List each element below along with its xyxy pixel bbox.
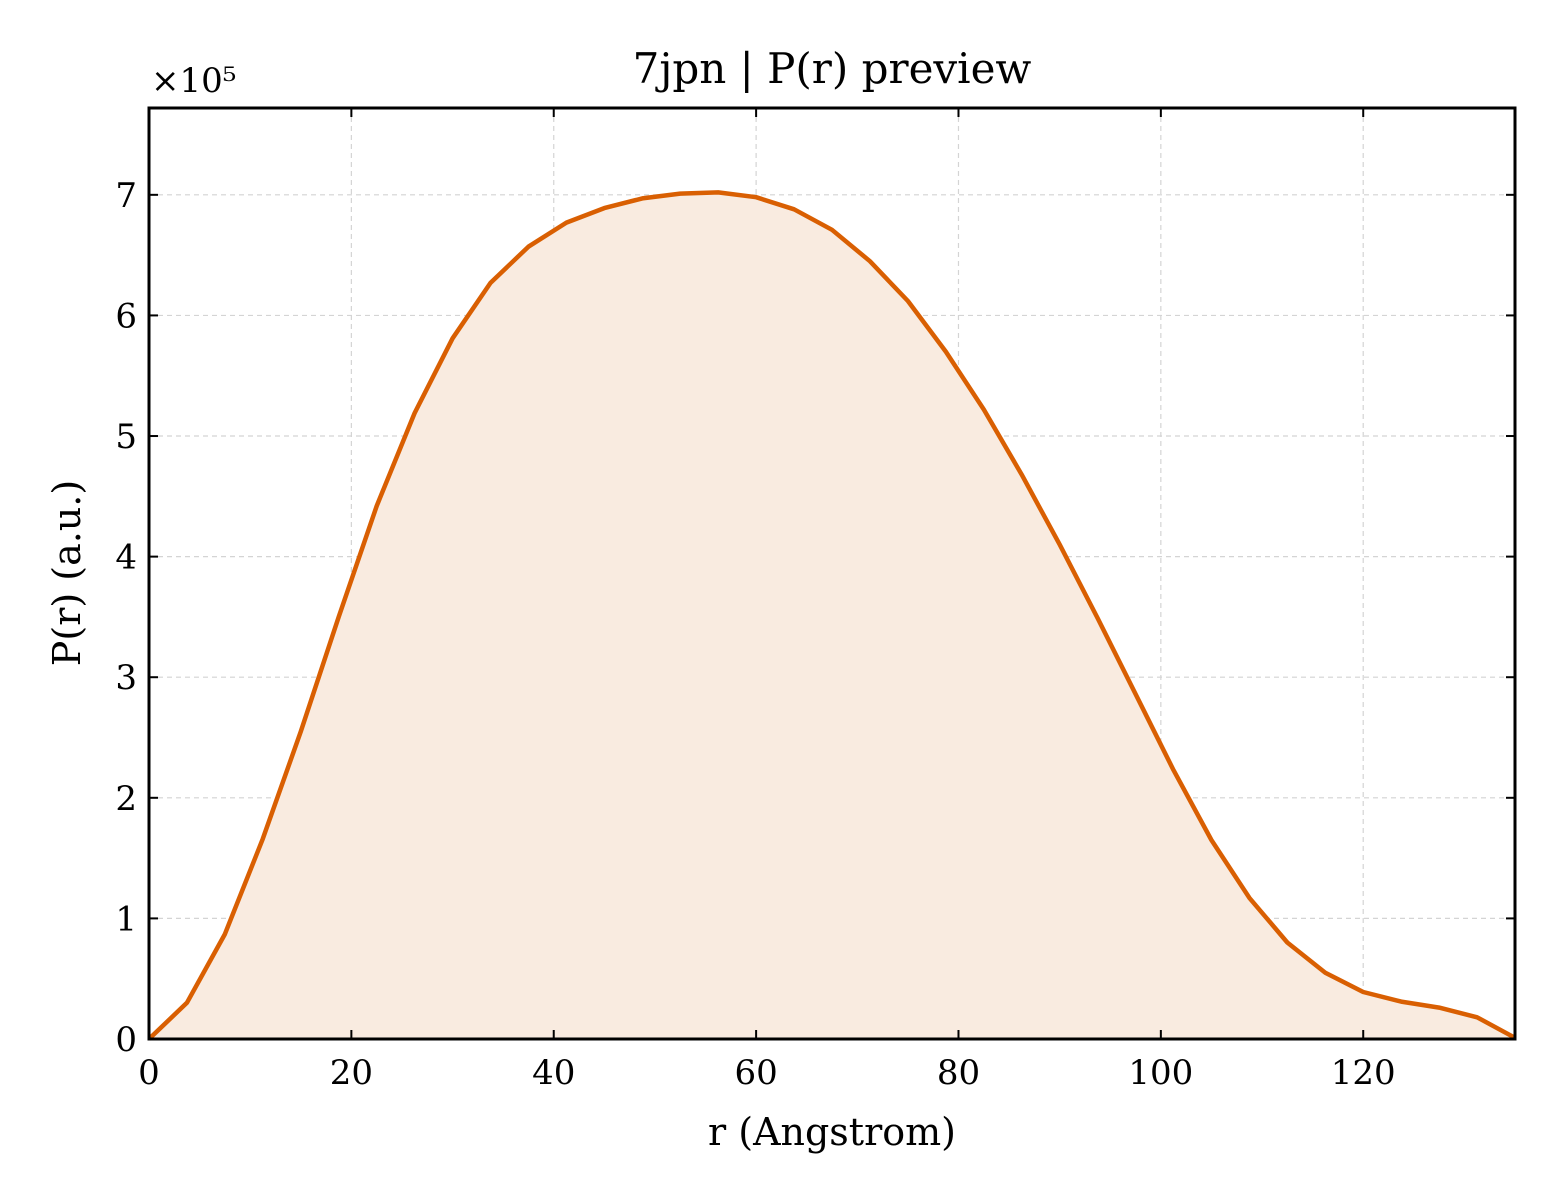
pr-series-line — [147, 190, 1517, 1041]
y-tick-label: 2 — [115, 779, 137, 819]
y-tick-label: 1 — [115, 899, 137, 939]
chart-title: 7jpn | P(r) preview — [633, 44, 1032, 93]
y-tick-label: 6 — [115, 296, 137, 336]
axis-ticks — [148, 108, 1515, 1040]
y-tick-label: 5 — [115, 417, 137, 457]
y-tick-label: 4 — [115, 538, 137, 578]
y-axis-multiplier: ×10⁵ — [151, 61, 236, 101]
pr-area-fill — [149, 192, 1515, 1039]
x-tick-label: 100 — [1128, 1053, 1193, 1093]
y-tick-label: 0 — [115, 1020, 137, 1060]
x-tick-label: 0 — [138, 1053, 160, 1093]
y-tick-label: 3 — [115, 658, 137, 698]
x-axis-label: r (Angstrom) — [708, 1110, 956, 1154]
plot-frame — [147, 106, 1517, 1041]
y-tick-label: 7 — [115, 176, 137, 216]
x-tick-label: 20 — [330, 1053, 373, 1093]
y-axis-label: P(r) (a.u.) — [45, 480, 89, 666]
x-tick-label: 120 — [1331, 1053, 1396, 1093]
x-tick-label: 60 — [734, 1053, 777, 1093]
x-tick-label: 40 — [532, 1053, 575, 1093]
x-tick-label: 80 — [937, 1053, 980, 1093]
